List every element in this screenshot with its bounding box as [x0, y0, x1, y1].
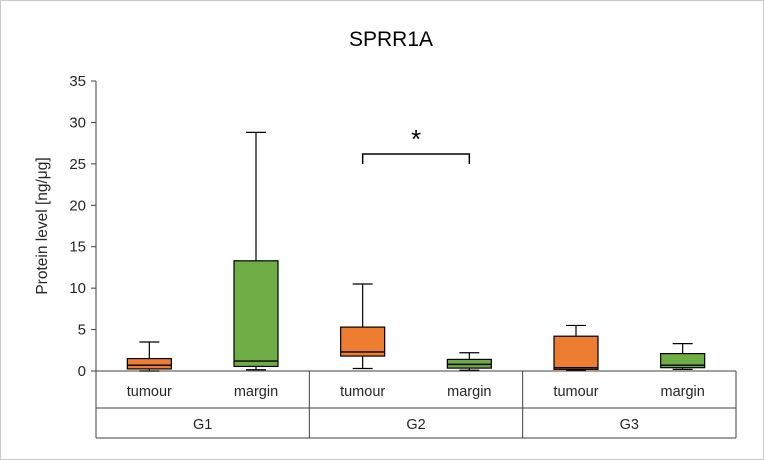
box-G3-tumour: tumour [553, 324, 599, 400]
box-G1-tumour: tumour [126, 341, 172, 400]
box-G1-margin: margin [233, 131, 279, 400]
box-G2-tumour: tumour [340, 283, 385, 400]
category-label-tumour: tumour [127, 384, 172, 400]
y-tick-label: 30 [69, 114, 86, 131]
box-rect [233, 260, 279, 368]
y-tick-label: 25 [69, 156, 86, 173]
box-G2-margin: margin [446, 352, 492, 400]
category-label-margin: margin [661, 384, 705, 400]
chart-title: SPRR1A [349, 28, 433, 51]
y-tick-label: 10 [69, 280, 86, 297]
y-tick-label: 5 [78, 322, 86, 339]
category-label-margin: margin [234, 384, 278, 400]
y-tick-label: 20 [69, 197, 86, 214]
y-tick-label: 15 [69, 239, 86, 256]
y-tick-label: 35 [69, 73, 86, 90]
category-label-tumour: tumour [553, 384, 598, 400]
significance-star: * [411, 124, 421, 154]
category-label-tumour: tumour [340, 384, 385, 400]
box-rect [553, 335, 599, 370]
group-label-G2: G2 [406, 417, 425, 433]
box-rect [126, 357, 172, 370]
box-rect [660, 353, 706, 369]
significance-bracket [361, 153, 471, 164]
group-label-G3: G3 [620, 417, 639, 433]
axes: 0 5 10 15 20 25 30 35 G1 G2 G3 [69, 73, 737, 439]
y-tick-label: 0 [78, 363, 86, 380]
box-G3-margin: margin [660, 343, 706, 400]
bracket-path [361, 153, 471, 164]
y-axis-title: Protein level [ng/μg] [34, 157, 51, 294]
category-label-margin: margin [447, 384, 491, 400]
group-label-G1: G1 [193, 417, 212, 433]
box-series: tumour margin tumour margin tumour margin [126, 131, 706, 400]
